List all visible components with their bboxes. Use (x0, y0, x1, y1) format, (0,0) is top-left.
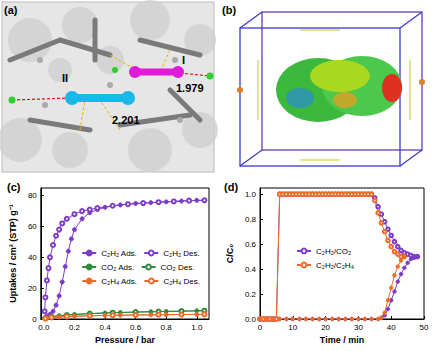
svg-text:I: I (182, 54, 185, 66)
svg-text:1.979: 1.979 (176, 82, 204, 94)
svg-text:40: 40 (28, 253, 37, 262)
svg-text:Pressure / bar: Pressure / bar (95, 335, 156, 345)
svg-text:0.4: 0.4 (99, 323, 111, 332)
svg-text:40: 40 (387, 323, 396, 332)
svg-text:C₂H₄ Des.: C₂H₄ Des. (163, 277, 200, 286)
svg-text:C₂H₄ Ads.: C₂H₄ Ads. (101, 277, 137, 286)
svg-text:1.0: 1.0 (245, 190, 257, 199)
svg-text:2.201: 2.201 (112, 114, 140, 126)
svg-text:CO₂ Ads.: CO₂ Ads. (101, 263, 134, 272)
svg-text:20: 20 (28, 284, 37, 293)
svg-text:1.0: 1.0 (191, 323, 203, 332)
svg-text:C₂H₂ Des.: C₂H₂ Des. (163, 249, 199, 258)
svg-text:CO₂ Des.: CO₂ Des. (161, 263, 195, 272)
svg-text:C₂H₂ Ads.: C₂H₂ Ads. (101, 249, 137, 258)
svg-text:Time / min: Time / min (320, 335, 364, 345)
svg-text:(b): (b) (222, 4, 236, 16)
svg-text:(a): (a) (4, 4, 18, 16)
svg-text:0.6: 0.6 (245, 240, 257, 249)
svg-text:10: 10 (288, 323, 297, 332)
svg-text:0.4: 0.4 (245, 265, 257, 274)
svg-text:50: 50 (420, 323, 429, 332)
svg-text:0: 0 (258, 323, 263, 332)
svg-text:0: 0 (32, 315, 37, 324)
svg-text:80: 80 (28, 191, 37, 200)
svg-text:C₂H₂/CO₂: C₂H₂/CO₂ (316, 247, 351, 256)
svg-text:Uptakes / cm³ (STP) g⁻¹: Uptakes / cm³ (STP) g⁻¹ (8, 204, 18, 303)
svg-text:0.2: 0.2 (69, 323, 81, 332)
svg-text:0.0: 0.0 (38, 323, 50, 332)
svg-text:60: 60 (28, 222, 37, 231)
svg-text:C₂H₂/C₂H₄: C₂H₂/C₂H₄ (316, 261, 354, 270)
svg-text:(d): (d) (224, 181, 238, 193)
svg-text:C/C₀: C/C₀ (225, 244, 235, 264)
svg-text:30: 30 (354, 323, 363, 332)
svg-text:0.0: 0.0 (245, 315, 257, 324)
svg-text:20: 20 (321, 323, 330, 332)
svg-text:(c): (c) (7, 181, 21, 193)
svg-text:II: II (62, 72, 68, 84)
svg-text:0.8: 0.8 (161, 323, 173, 332)
svg-text:0.8: 0.8 (245, 215, 257, 224)
svg-text:0.2: 0.2 (245, 290, 257, 299)
svg-text:0.6: 0.6 (130, 323, 142, 332)
